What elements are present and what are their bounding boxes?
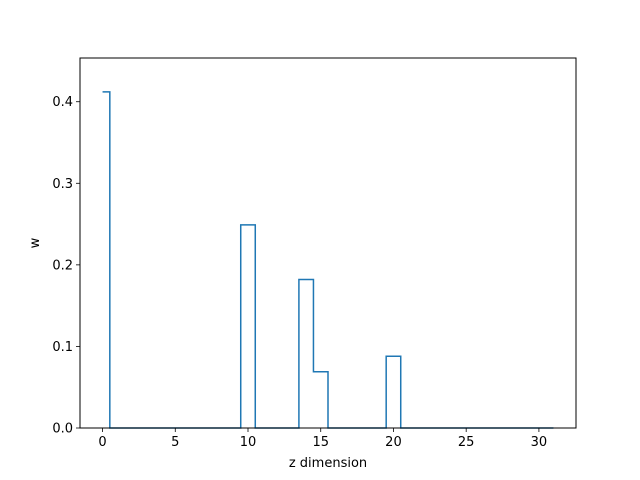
y-tick-label: 0.0 (52, 422, 73, 437)
y-tick-label: 0.2 (52, 258, 73, 273)
x-tick-label: 30 (531, 435, 548, 450)
x-tick-label: 25 (458, 435, 475, 450)
x-tick-label: 0 (98, 435, 106, 450)
x-tick-label: 15 (312, 435, 329, 450)
x-tick-label: 20 (385, 435, 402, 450)
x-tick-label: 10 (240, 435, 257, 450)
y-tick-label: 0.4 (52, 95, 73, 110)
y-axis-label: w (28, 237, 43, 248)
x-tick-label: 5 (171, 435, 179, 450)
axis-ticks: 0 5 10 15 20 25 30 0.0 0.1 0.2 0.3 0.4 (52, 95, 547, 450)
axes-frame (79, 57, 577, 429)
y-tick-label: 0.1 (52, 340, 73, 355)
y-tick-label: 0.3 (52, 177, 73, 192)
x-axis-label: z dimension (289, 456, 367, 471)
